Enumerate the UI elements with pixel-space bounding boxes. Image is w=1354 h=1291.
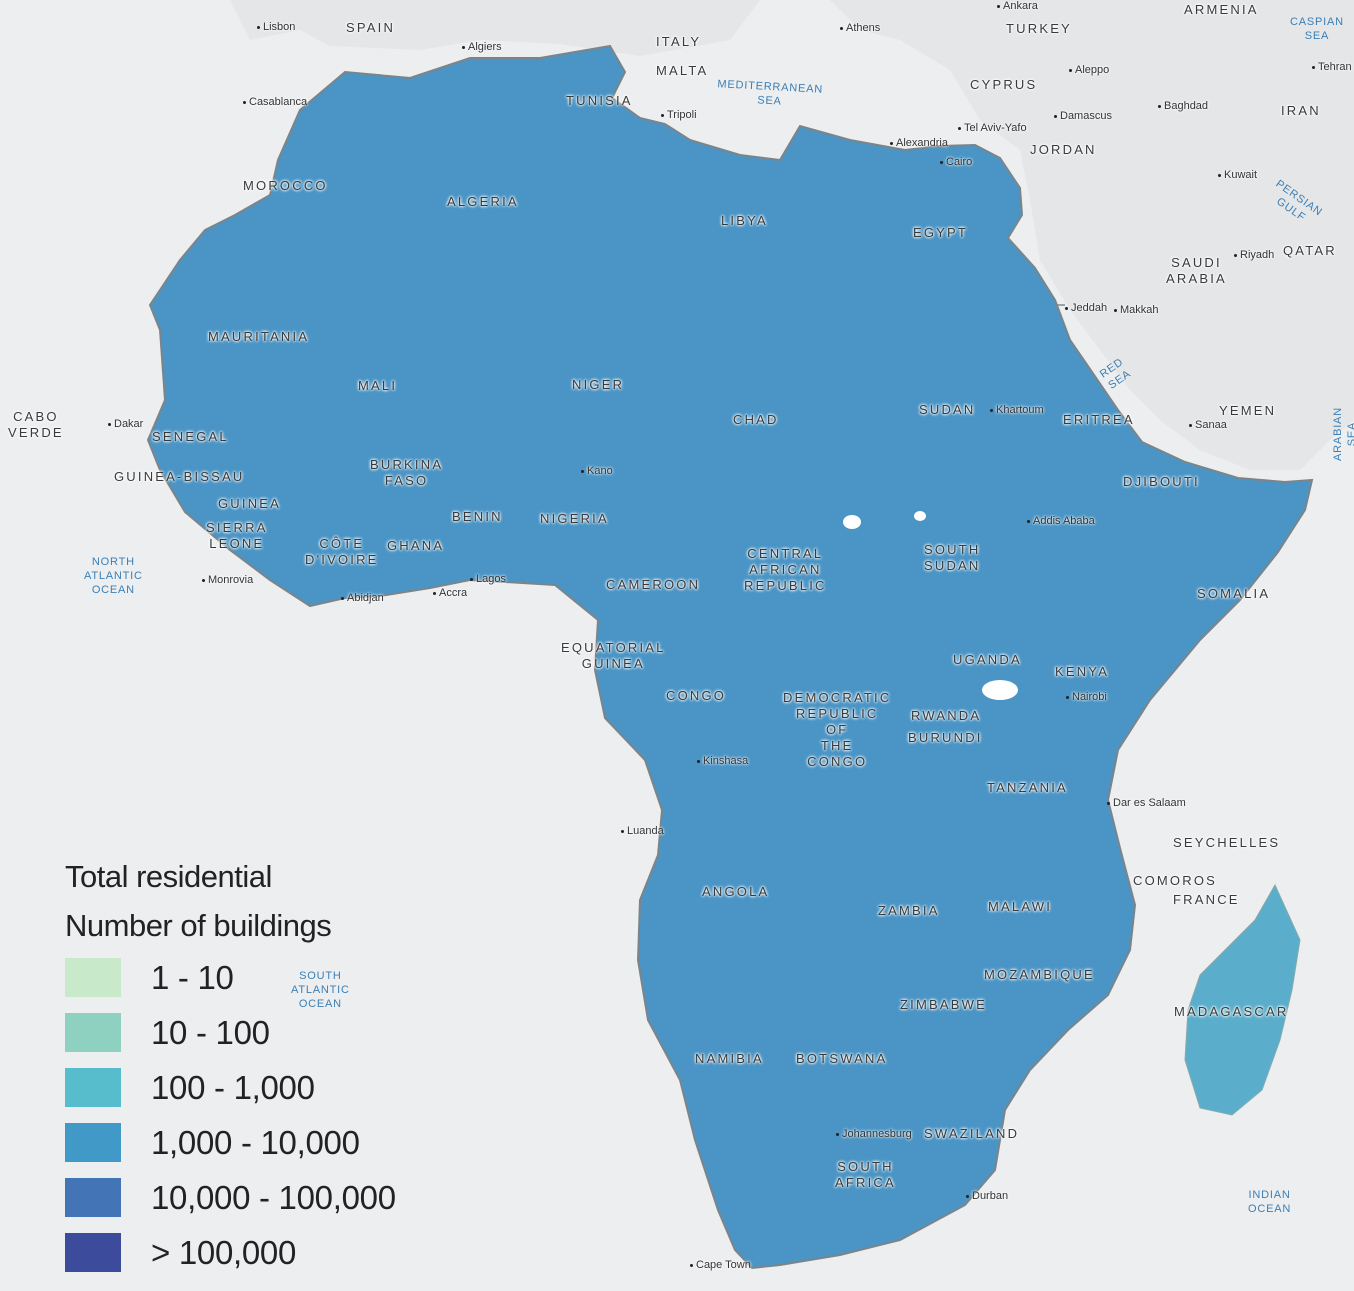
legend-label: > 100,000 [151,1233,297,1271]
legend-item: 1,000 - 10,000 [65,1115,396,1170]
legend-title: Total residential [65,859,272,894]
legend-swatch [65,1013,121,1052]
legend: Total residential Number of buildings 1 … [65,852,396,1280]
legend-item: 1 - 10 [65,950,396,1005]
europe-land [0,0,760,56]
legend-subtitle: Number of buildings [65,908,332,943]
legend-item: > 100,000 [65,1225,396,1280]
legend-swatch [65,1068,121,1107]
legend-item: 100 - 1,000 [65,1060,396,1115]
legend-label: 1,000 - 10,000 [151,1123,360,1161]
middle-east-land [830,0,1354,470]
legend-swatch [65,958,121,997]
legend-swatch [65,1233,121,1272]
legend-items: 1 - 10 10 - 100 100 - 1,000 1,000 - 10,0… [65,950,396,1280]
legend-label: 10,000 - 100,000 [151,1178,396,1216]
legend-label: 10 - 100 [151,1013,270,1051]
madagascar-land [1184,883,1301,1116]
legend-item: 10 - 100 [65,1005,396,1060]
legend-swatch [65,1123,121,1162]
legend-swatch [65,1178,121,1217]
legend-item: 10,000 - 100,000 [65,1170,396,1225]
lake-nasser [914,511,926,521]
lake-chad [843,515,861,529]
legend-label: 100 - 1,000 [151,1068,315,1106]
lake-victoria [982,680,1018,700]
legend-label: 1 - 10 [151,958,234,996]
